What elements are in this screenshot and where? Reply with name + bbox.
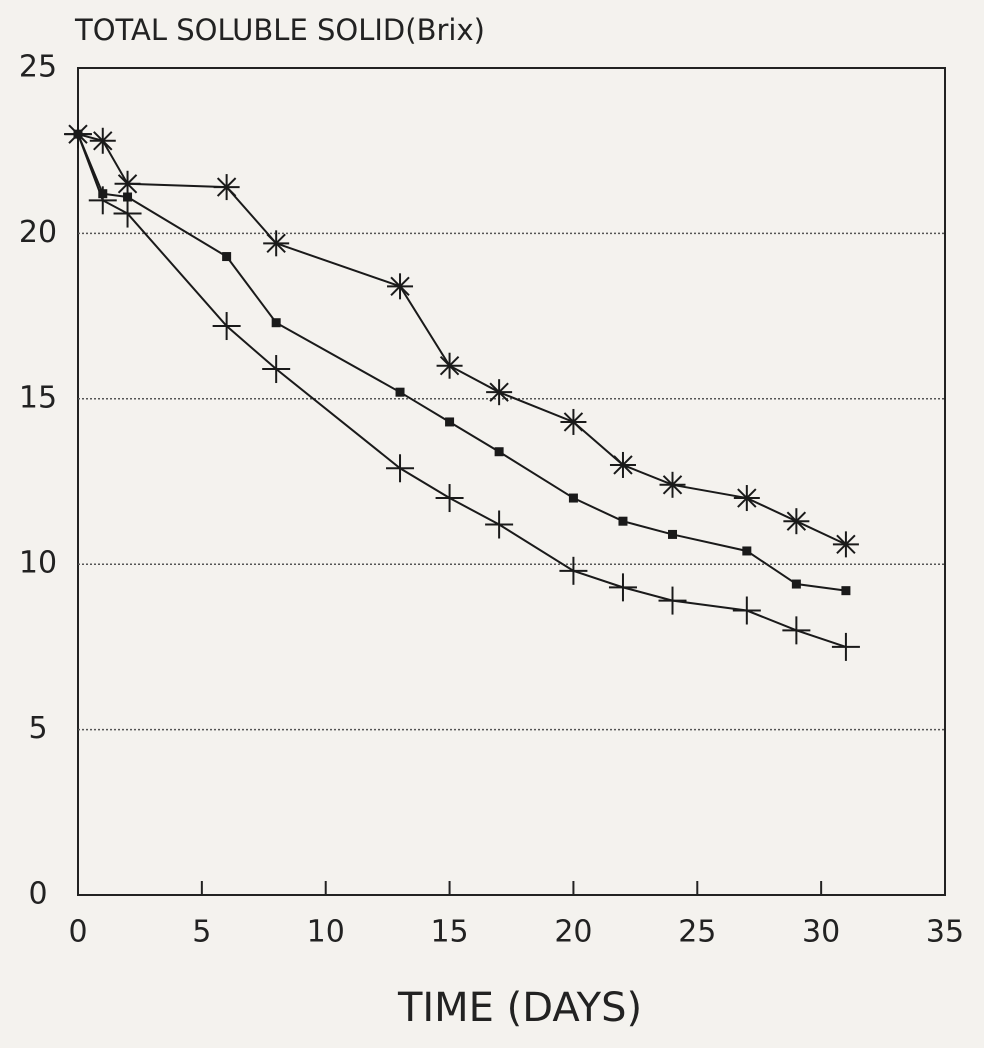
- marker-plus: [559, 557, 587, 585]
- marker-square: [124, 194, 131, 201]
- marker-plus: [386, 454, 414, 482]
- marker-plus: [436, 484, 464, 512]
- marker-square: [842, 587, 849, 594]
- series-line: [78, 134, 846, 544]
- marker-square: [496, 448, 503, 455]
- y-tick-label: 5: [28, 711, 47, 746]
- marker-plus: [89, 186, 117, 214]
- marker-star: [734, 485, 760, 511]
- marker-star: [833, 531, 859, 557]
- series-line: [78, 134, 846, 647]
- marker-star: [437, 353, 463, 379]
- marker-square: [619, 518, 626, 525]
- marker-star: [90, 128, 116, 154]
- marker-square: [273, 319, 280, 326]
- marker-square: [397, 389, 404, 396]
- x-tick-label: 30: [802, 915, 840, 950]
- y-tick-label: 10: [19, 546, 57, 581]
- marker-plus: [659, 587, 687, 615]
- marker-square: [124, 194, 131, 201]
- x-axis-label: TIME (DAYS): [397, 985, 642, 1031]
- x-tick-label: 35: [926, 915, 964, 950]
- y-tick-label: 25: [19, 50, 57, 85]
- marker-plus: [609, 573, 637, 601]
- marker-square: [743, 547, 750, 554]
- x-tick-label: 20: [554, 915, 592, 950]
- chart-title: TOTAL SOLUBLE SOLID(Brix): [74, 13, 485, 47]
- chart: TOTAL SOLUBLE SOLID(Brix) TIME (DAYS) 0 5…: [0, 0, 984, 1048]
- marker-plus: [832, 633, 860, 661]
- marker-star: [783, 508, 809, 534]
- marker-square: [446, 418, 453, 425]
- marker-square: [273, 319, 280, 326]
- x-tick-label: 15: [430, 915, 468, 950]
- marker-square: [570, 495, 577, 502]
- x-tick-label: 5: [192, 915, 211, 950]
- marker-square: [619, 518, 626, 525]
- marker-plus: [485, 511, 513, 539]
- marker-square: [223, 253, 230, 260]
- x-tick-label: 0: [68, 915, 87, 950]
- marker-star: [660, 472, 686, 498]
- marker-square: [793, 581, 800, 588]
- marker-square: [743, 547, 750, 554]
- x-tick-label: 25: [678, 915, 716, 950]
- marker-star: [486, 379, 512, 405]
- marker-plus: [733, 597, 761, 625]
- marker-square: [669, 531, 676, 538]
- marker-plus: [64, 120, 92, 148]
- y-tick-label: 15: [19, 380, 57, 415]
- marker-star: [387, 273, 413, 299]
- x-tick-label: 10: [307, 915, 345, 950]
- marker-square: [793, 581, 800, 588]
- plot-frame: [78, 68, 945, 895]
- marker-square: [446, 418, 453, 425]
- y-tick-label: 20: [19, 215, 57, 250]
- marker-square: [397, 389, 404, 396]
- marker-square: [223, 253, 230, 260]
- marker-square: [570, 495, 577, 502]
- marker-square: [496, 448, 503, 455]
- series-line: [78, 134, 846, 591]
- marker-square: [842, 587, 849, 594]
- marker-square: [669, 531, 676, 538]
- marker-plus: [782, 616, 810, 644]
- y-tick-label: 0: [28, 877, 47, 912]
